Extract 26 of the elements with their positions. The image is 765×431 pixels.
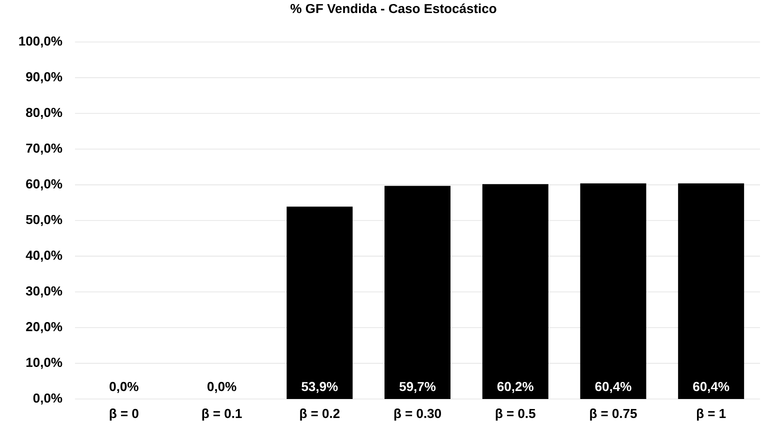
x-tick-label: β = 0.5 xyxy=(496,408,536,421)
chart-title: % GF Vendida - Caso Estocástico xyxy=(290,3,496,14)
y-tick-label: 90,0% xyxy=(26,72,62,84)
x-tick-label: β = 1 xyxy=(696,408,726,421)
x-tick-label: β = 0.75 xyxy=(590,408,637,421)
data-label: 60,4% xyxy=(595,382,632,394)
y-tick-label: 70,0% xyxy=(26,144,62,155)
y-tick-label: 30,0% xyxy=(26,286,62,298)
data-label: 59,7% xyxy=(399,382,436,394)
data-label: 53,9% xyxy=(302,382,338,394)
y-tick-label: 40,0% xyxy=(26,250,62,262)
x-tick-label: β = 0 xyxy=(110,408,138,421)
y-tick-label: 0,0% xyxy=(33,393,62,405)
y-tick-label: 50,0% xyxy=(26,214,62,226)
data-label: 0,0% xyxy=(110,382,138,394)
x-tick-label: β = 0.2 xyxy=(300,408,340,421)
y-tick-label: 100,0% xyxy=(19,36,62,48)
data-label: 60,4% xyxy=(693,382,730,394)
data-label: 60,2% xyxy=(497,382,534,394)
y-tick-label: 80,0% xyxy=(26,108,62,119)
y-tick-label: 20,0% xyxy=(26,322,62,334)
y-tick-label: 60,0% xyxy=(26,179,62,190)
x-tick-label: β = 0.30 xyxy=(394,408,441,421)
data-label: 0,0% xyxy=(207,382,236,394)
y-tick-label: 10,0% xyxy=(26,358,62,369)
x-tick-label: β = 0.1 xyxy=(202,408,242,421)
